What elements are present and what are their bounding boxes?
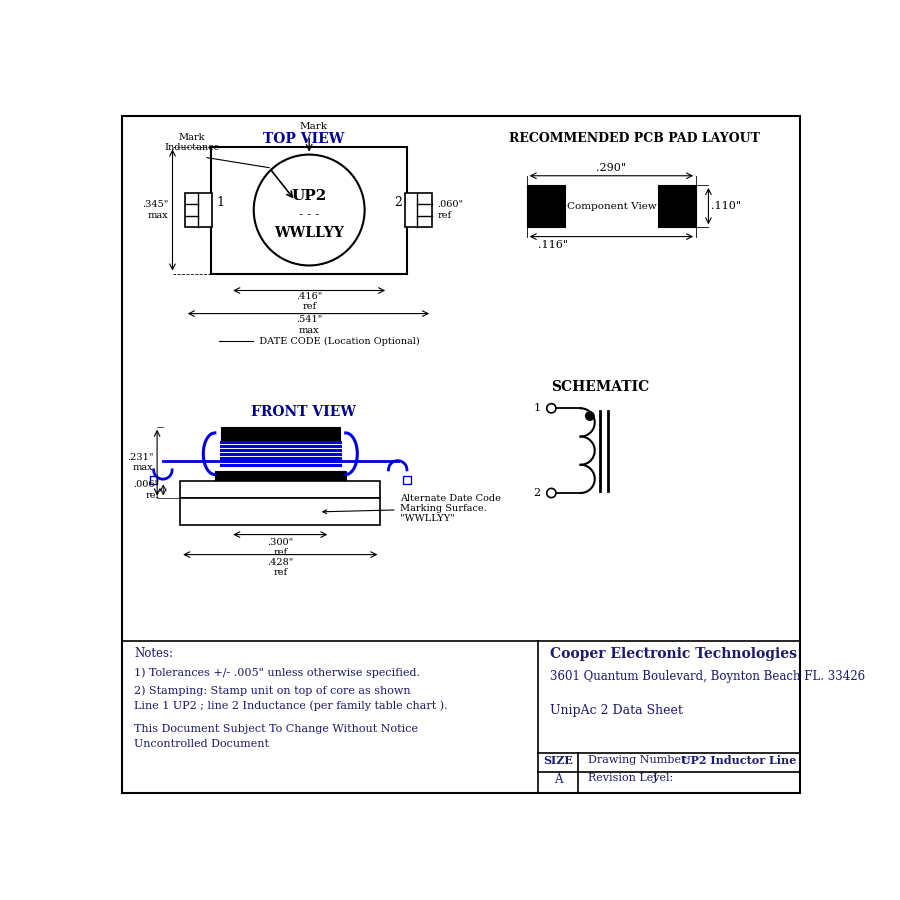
Text: 1: 1: [216, 196, 224, 209]
Text: Alternate Date Code
Marking Surface.
"WWLLYY": Alternate Date Code Marking Surface. "WW…: [323, 494, 500, 524]
Bar: [184, 194, 212, 227]
Circle shape: [254, 155, 364, 266]
Text: 1) Tolerances +/- .005" unless otherwise specified.: 1) Tolerances +/- .005" unless otherwise…: [134, 668, 420, 679]
Text: 3601 Quantum Boulevard, Boynton Beach FL. 33426: 3601 Quantum Boulevard, Boynton Beach FL…: [550, 670, 865, 683]
Text: .006"
ref: .006" ref: [133, 481, 159, 500]
Text: J: J: [653, 773, 658, 783]
Text: Line 1 UP2 ; line 2 Inductance (per family table chart ).: Line 1 UP2 ; line 2 Inductance (per fami…: [134, 701, 447, 712]
Text: .541"
max: .541" max: [296, 315, 322, 335]
Bar: [211, 147, 408, 274]
Text: .116": .116": [538, 240, 569, 250]
Text: .416"
ref: .416" ref: [296, 292, 322, 311]
Bar: [180, 499, 381, 526]
Text: DATE CODE (Location Optional): DATE CODE (Location Optional): [254, 337, 420, 346]
Text: WWLLYY: WWLLYY: [274, 226, 344, 240]
Text: 1: 1: [534, 403, 541, 413]
Text: 2) Stamping: Stamp unit on top of core as shown: 2) Stamping: Stamp unit on top of core a…: [134, 686, 410, 696]
Text: SIZE: SIZE: [544, 755, 573, 766]
Text: Mark: Mark: [299, 122, 327, 131]
Bar: [180, 482, 381, 499]
Bar: [405, 194, 432, 227]
Text: - - -: - - -: [299, 208, 320, 221]
Circle shape: [586, 412, 594, 420]
Text: Drawing Number:: Drawing Number:: [588, 755, 689, 765]
Text: .300"
ref: .300" ref: [267, 537, 293, 557]
Circle shape: [546, 489, 556, 498]
Text: UP2 Inductor Line: UP2 Inductor Line: [681, 755, 796, 766]
Bar: [403, 476, 410, 484]
Circle shape: [546, 404, 556, 413]
Text: Component View: Component View: [566, 202, 656, 211]
Bar: [215, 472, 346, 484]
Text: .428"
ref: .428" ref: [267, 558, 293, 577]
Text: .060"
ref: .060" ref: [437, 201, 464, 220]
Text: RECOMMENDED PCB PAD LAYOUT: RECOMMENDED PCB PAD LAYOUT: [509, 132, 760, 145]
Text: 2: 2: [394, 196, 402, 209]
Text: TOP VIEW: TOP VIEW: [263, 131, 344, 146]
Text: Uncontrolled Document: Uncontrolled Document: [134, 740, 269, 750]
Text: Revision Level:: Revision Level:: [588, 773, 673, 783]
Text: .290": .290": [597, 163, 626, 173]
Text: UnipAc 2 Data Sheet: UnipAc 2 Data Sheet: [550, 704, 683, 717]
Text: .231"
max: .231" max: [127, 453, 153, 472]
Text: This Document Subject To Change Without Notice: This Document Subject To Change Without …: [134, 724, 418, 734]
Bar: [658, 185, 696, 228]
Text: Notes:: Notes:: [134, 647, 173, 660]
Bar: [526, 185, 565, 228]
Text: A: A: [554, 773, 562, 787]
Text: UP2: UP2: [292, 189, 327, 203]
Text: 2: 2: [534, 488, 541, 498]
Text: .345"
max: .345" max: [142, 201, 168, 220]
Text: FRONT VIEW: FRONT VIEW: [251, 405, 356, 419]
Text: Cooper Electronic Technologies: Cooper Electronic Technologies: [550, 647, 796, 661]
Text: SCHEMATIC: SCHEMATIC: [551, 380, 649, 393]
Text: .110": .110": [712, 202, 742, 211]
Bar: [220, 427, 340, 442]
Bar: [149, 476, 158, 484]
Text: Mark
Inductance: Mark Inductance: [164, 133, 220, 152]
